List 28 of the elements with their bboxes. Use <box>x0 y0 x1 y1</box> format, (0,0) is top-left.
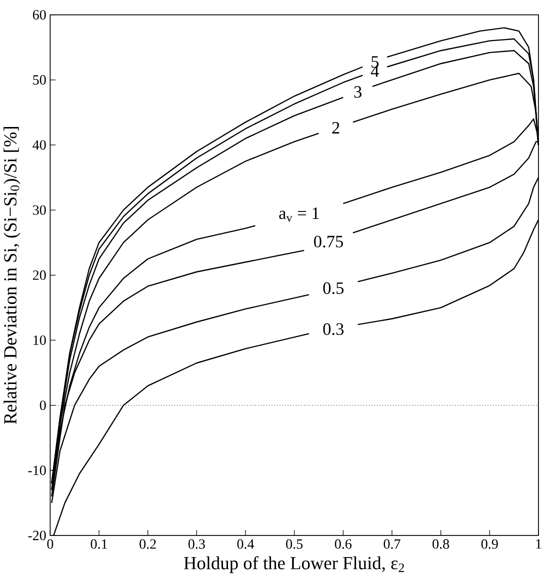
x-tick-label: 0.2 <box>140 539 156 549</box>
y-axis-title: Relative Deviation in Si, (Si−Si$_{0}$)/Si [%] <box>4 127 20 424</box>
series-label: 0.5 <box>323 282 344 294</box>
x-tick-label: 0.5 <box>286 539 303 549</box>
series-label: 0.75 <box>314 236 343 248</box>
x-tick-label: 0.4 <box>237 539 254 549</box>
x-tick-label: 1 <box>536 539 542 549</box>
y-tick-label: 60 <box>32 10 46 20</box>
series-label: 2 <box>332 122 340 134</box>
y-tick-label: 40 <box>32 140 46 150</box>
x-axis-title: Holdup of the Lower Fluid, ε$_{2}$ <box>184 556 404 574</box>
y-tick-label: 30 <box>33 205 46 215</box>
y-tick-label: 50 <box>33 75 46 85</box>
x-tick-label: 0.3 <box>188 539 205 549</box>
x-tick-label: 0.6 <box>334 539 352 549</box>
x-tick-label: 0.1 <box>90 539 107 549</box>
x-tick-label: 0.8 <box>432 539 450 549</box>
series-label: 3 <box>354 86 362 98</box>
y-tick-label: 0 <box>40 400 46 410</box>
y-tick-label: -10 <box>28 466 46 476</box>
x-tick-label: 0 <box>47 539 54 549</box>
series-label: 0.3 <box>323 323 344 336</box>
x-tick-label: 0.9 <box>481 539 498 549</box>
x-tick-label: 0.7 <box>384 539 400 549</box>
y-tick-label: -20 <box>28 530 46 540</box>
y-tick-label: 10 <box>34 335 46 345</box>
y-tick-label: 20 <box>32 270 46 280</box>
series-label: a$_{v}$ = 1 <box>279 207 319 222</box>
